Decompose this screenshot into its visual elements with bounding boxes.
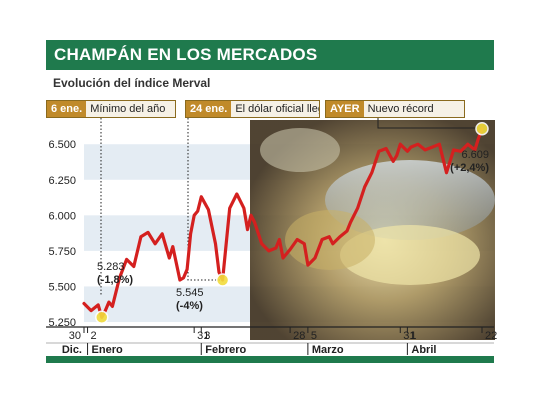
chart-subtitle: Evolución del índice Merval xyxy=(53,76,211,90)
x-tick-label: 3 xyxy=(204,330,210,342)
annotation-text: El dólar oficial llega a $ 8 xyxy=(235,103,319,115)
x-tick-label: 31 xyxy=(403,330,415,342)
x-tick-label: 30 xyxy=(69,330,81,342)
annotation-record: AYER Nuevo récord xyxy=(325,100,465,118)
annotation-date-tag: 6 ene. xyxy=(47,101,87,117)
y-tick-label: 5.750 xyxy=(48,246,76,258)
merval-series-line xyxy=(82,127,484,319)
leader-dollar xyxy=(187,118,223,281)
leader-record xyxy=(377,118,476,129)
value-callouts: 5.283(-1,8%) 5.545(-4%) 6.609(+2,4%) xyxy=(97,149,489,312)
x-tick-label: 5 xyxy=(311,330,317,342)
month-label: Abril xyxy=(411,344,436,356)
callout-value: 5.545 xyxy=(176,287,204,299)
x-tick-label: 1 xyxy=(410,330,416,342)
annotation-dollar: 24 ene.El dólar oficial llega a $ 8 xyxy=(185,100,320,118)
chart-title: CHAMPÁN EN LOS MERCADOS xyxy=(54,45,318,64)
x-tick-label: 28 xyxy=(293,330,305,342)
marker-0 xyxy=(95,310,109,325)
y-tick-label: 5.250 xyxy=(48,317,76,329)
champagne-photo xyxy=(250,120,495,340)
marker-1 xyxy=(215,273,230,287)
footer-bar xyxy=(46,356,494,363)
month-labels: Dic. Enero Febrero Marzo Abril xyxy=(46,342,494,356)
marker-2 xyxy=(475,121,489,136)
x-tick-label: 2 xyxy=(91,330,97,342)
annotation-leaders xyxy=(100,118,476,296)
callout-change: (-4%) xyxy=(176,300,203,312)
x-tick-label: 22 xyxy=(485,330,497,342)
y-tick-label: 6.500 xyxy=(48,139,76,151)
x-tick-label: 31 xyxy=(197,330,209,342)
y-tick-label: 6.250 xyxy=(48,175,76,187)
annotation-text: Nuevo récord xyxy=(367,103,434,115)
callout-change: (+2,4%) xyxy=(450,162,489,174)
y-tick-label: 5.500 xyxy=(48,281,76,293)
month-label: Enero xyxy=(92,344,123,356)
x-axis: 30 2 313 28 5 311 22 xyxy=(69,327,497,342)
callout-value: 6.609 xyxy=(461,149,489,161)
month-label: Marzo xyxy=(312,344,344,356)
y-tick-label: 6.000 xyxy=(48,210,76,222)
month-label: Febrero xyxy=(205,344,246,356)
annotation-date-tag: 24 ene. xyxy=(186,101,232,117)
callout-value: 5.283 xyxy=(97,261,125,273)
header-bar: CHAMPÁN EN LOS MERCADOS xyxy=(46,40,494,70)
annotation-min-year: 6 ene. Mínimo del año xyxy=(46,100,176,118)
highlight-markers xyxy=(95,121,489,325)
annotation-text: Mínimo del año xyxy=(90,103,166,115)
month-label: Dic. xyxy=(62,344,82,356)
y-axis: 6.500 6.250 6.000 5.750 5.500 5.250 xyxy=(48,139,76,329)
callout-change: (-1,8%) xyxy=(97,274,133,286)
annotation-date-tag: AYER xyxy=(326,101,364,117)
